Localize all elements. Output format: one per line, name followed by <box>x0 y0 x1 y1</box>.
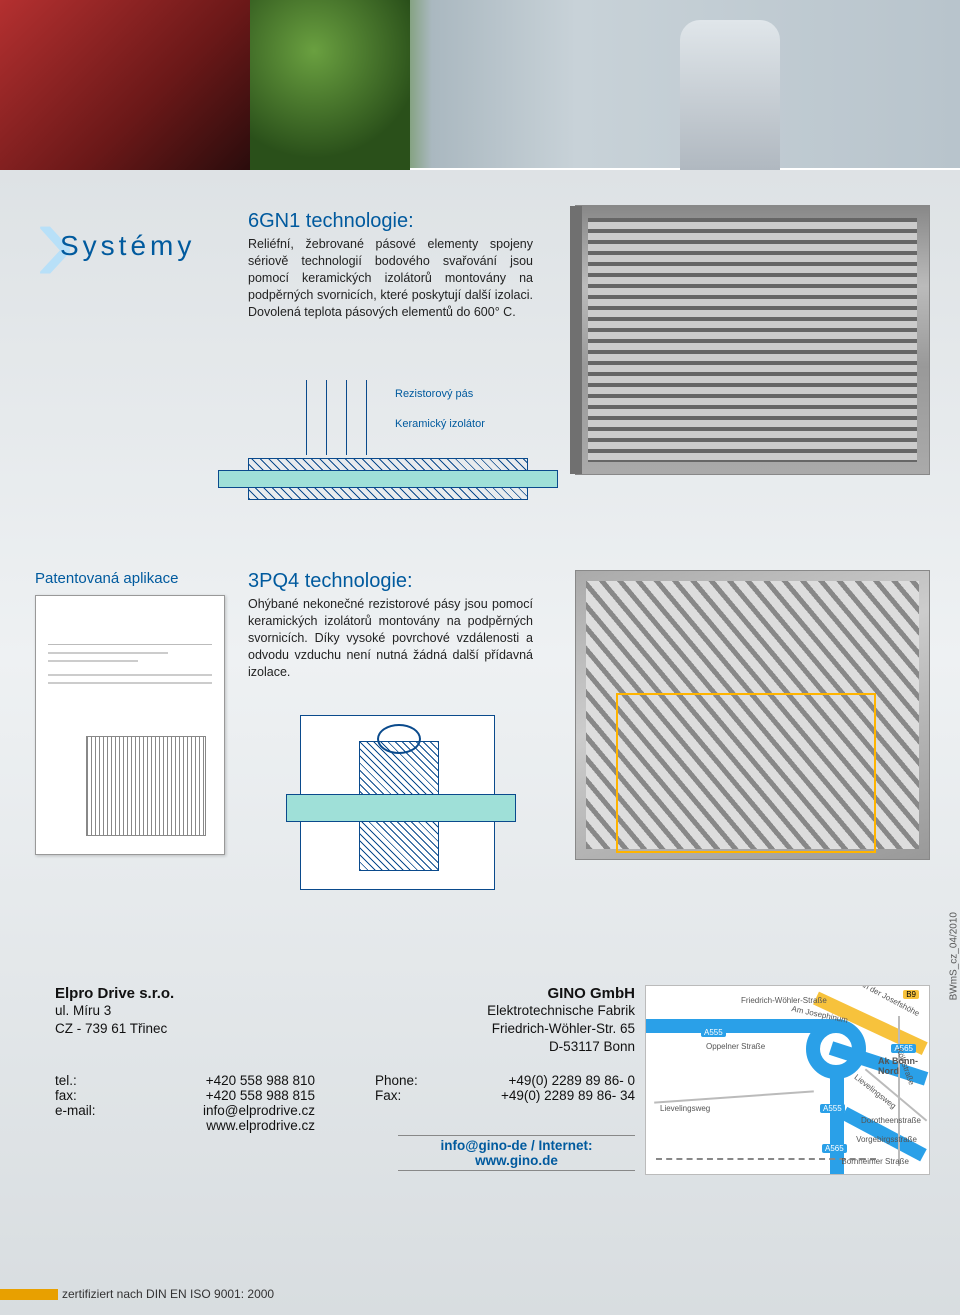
certification-footer: zertifiziert nach DIN EN ISO 9001: 2000 <box>0 1287 274 1301</box>
footer: Elpro Drive s.r.o. ul. Míru 3 CZ - 739 6… <box>0 985 960 1235</box>
address-line: Elektrotechnische Fabrik <box>375 1002 635 1020</box>
map-tag: A555 <box>820 1104 845 1113</box>
map-street: Oppelner Straße <box>706 1042 765 1051</box>
map-street: Bornheimer Straße <box>841 1157 909 1166</box>
contact-key: Phone: <box>375 1073 437 1088</box>
footer-address-elpro: Elpro Drive s.r.o. ul. Míru 3 CZ - 739 6… <box>55 985 315 1038</box>
contact-key: e-mail: <box>55 1103 117 1118</box>
page-body: ›› Systémy 6GN1 technologie: Reliéfní, ž… <box>0 170 960 1315</box>
tech-3pq4-body: Ohýbané nekonečné rezistorové pásy jsou … <box>248 596 533 680</box>
contacts-gino: Phone:+49(0) 2289 89 86- 0 Fax:+49(0) 22… <box>375 1073 635 1103</box>
contact-key: Fax: <box>375 1088 437 1103</box>
contacts-elpro: tel.:+420 558 988 810 fax:+420 558 988 8… <box>55 1073 315 1133</box>
address-line: ul. Míru 3 <box>55 1002 315 1020</box>
tech-6gn1-title: 6GN1 technologie: <box>248 210 414 233</box>
address-line: CZ - 739 61 Třinec <box>55 1020 315 1038</box>
map-tag: B9 <box>903 990 919 999</box>
patent-document-preview <box>35 595 225 855</box>
hero-tree-photo <box>250 0 410 170</box>
map-tag: A555 <box>701 1028 726 1037</box>
tech-3pq4-title: 3PQ4 technologie: <box>248 570 413 593</box>
diagram-label-resistor-strip: Rezistorový pás <box>395 388 473 400</box>
hero-silo-photo <box>680 20 780 170</box>
cert-bar-icon <box>0 1289 58 1300</box>
address-line: D-53117 Bonn <box>375 1038 635 1056</box>
section-title: Systémy <box>60 230 195 262</box>
diagram-3pq4 <box>300 715 495 890</box>
contact-val: +49(0) 2289 89 86- 0 <box>437 1073 635 1088</box>
contact-val: +420 558 988 815 <box>117 1088 315 1103</box>
map-street: Friedrich-Wöhler-Straße <box>741 996 827 1005</box>
hero-train-photo <box>0 0 250 170</box>
contact-val: info@elprodrive.cz <box>117 1103 315 1118</box>
contact-key: fax: <box>55 1088 117 1103</box>
contact-key: tel.: <box>55 1073 117 1088</box>
hero-banner <box>0 0 960 170</box>
contact-val: +420 558 988 810 <box>117 1073 315 1088</box>
contact-key <box>55 1118 117 1133</box>
cert-text: zertifiziert nach DIN EN ISO 9001: 2000 <box>62 1287 274 1301</box>
map-street: Dorotheenstraße <box>861 1116 921 1125</box>
location-map: B9 A555 A565 A555 A565 Friedrich-Wöhler-… <box>645 985 930 1175</box>
patent-application-label: Patentovaná aplikace <box>35 570 178 587</box>
photo-highlight-box <box>616 693 876 853</box>
map-street: Lievelingsweg <box>660 1104 710 1113</box>
product-photo-6gn1 <box>575 205 930 475</box>
map-street: Vorgebirgsstraße <box>856 1135 917 1144</box>
diagram-label-ceramic-insulator: Keramický izolátor <box>395 418 485 430</box>
contact-val: www.elprodrive.cz <box>117 1118 315 1133</box>
diagram-6gn1 <box>248 380 528 500</box>
contact-val: +49(0) 2289 89 86- 34 <box>437 1088 635 1103</box>
company-name: GINO GmbH <box>375 985 635 1002</box>
gino-weblink[interactable]: info@gino-de / Internet: www.gino.de <box>398 1135 635 1171</box>
tech-6gn1-body: Reliéfní, žebrované pásové elementy spoj… <box>248 236 533 320</box>
address-line: Friedrich-Wöhler-Str. 65 <box>375 1020 635 1038</box>
footer-address-gino: GINO GmbH Elektrotechnische Fabrik Fried… <box>375 985 635 1057</box>
company-name: Elpro Drive s.r.o. <box>55 985 315 1002</box>
product-photo-3pq4 <box>575 570 930 860</box>
map-tag: A565 <box>822 1144 847 1153</box>
map-junction: Ak Bonn-Nord <box>878 1056 929 1076</box>
